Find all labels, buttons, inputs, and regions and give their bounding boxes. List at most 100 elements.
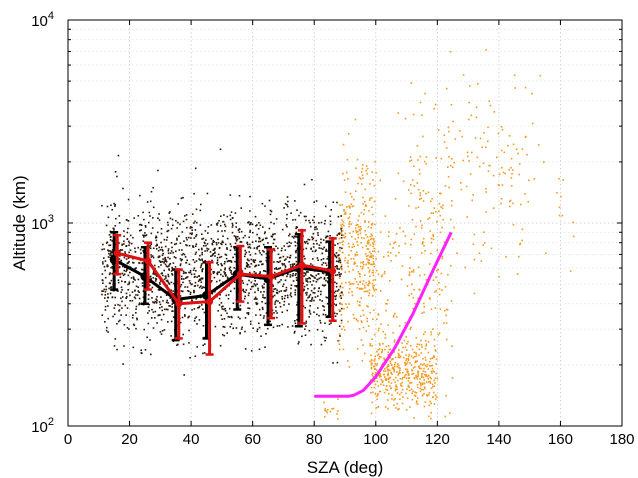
scatter-point — [352, 269, 354, 271]
scatter-point — [230, 211, 233, 213]
scatter-point — [151, 317, 153, 319]
scatter-point — [148, 284, 151, 286]
scatter-point — [357, 224, 359, 226]
scatter-point — [273, 261, 275, 263]
scatter-point — [381, 274, 383, 277]
scatter-point — [216, 224, 218, 226]
scatter-point — [373, 309, 375, 311]
scatter-point — [273, 222, 275, 225]
scatter-point — [188, 263, 191, 266]
scatter-point — [363, 290, 366, 293]
scatter-point — [198, 306, 200, 309]
scatter-point — [173, 282, 175, 285]
scatter-point — [137, 246, 139, 249]
scatter-point — [363, 237, 365, 240]
scatter-point — [347, 242, 350, 245]
scatter-point — [353, 261, 356, 264]
scatter-point — [374, 362, 376, 365]
scatter-point — [255, 272, 257, 274]
scatter-point — [128, 260, 130, 263]
scatter-point — [148, 211, 151, 214]
scatter-point — [258, 326, 261, 329]
scatter-point — [152, 186, 154, 189]
scatter-point — [263, 290, 265, 293]
scatter-point — [338, 277, 341, 279]
scatter-point — [193, 237, 196, 239]
scatter-point — [402, 346, 404, 349]
scatter-point — [249, 210, 251, 212]
scatter-point — [118, 266, 121, 268]
scatter-point — [471, 151, 473, 154]
scatter-point — [428, 392, 431, 394]
scatter-point — [230, 271, 232, 274]
scatter-point — [279, 260, 281, 263]
scatter-point — [361, 167, 364, 170]
scatter-point — [220, 314, 223, 317]
scatter-point — [473, 233, 476, 236]
scatter-point — [275, 218, 278, 220]
scatter-point — [162, 258, 164, 260]
scatter-point — [362, 344, 364, 346]
scatter-point — [337, 260, 340, 263]
scatter-point — [338, 257, 340, 260]
scatter-point — [443, 322, 445, 324]
scatter-point — [362, 309, 364, 312]
scatter-point — [308, 295, 311, 297]
scatter-point — [126, 327, 129, 329]
scatter-point — [235, 235, 237, 238]
scatter-point — [441, 226, 443, 229]
scatter-point — [229, 243, 232, 245]
scatter-point — [375, 364, 378, 367]
scatter-point — [162, 300, 164, 302]
scatter-point — [424, 401, 427, 403]
scatter-point — [173, 256, 176, 258]
scatter-point — [373, 241, 376, 243]
x-tick-label: 60 — [244, 431, 261, 448]
scatter-point — [275, 306, 277, 308]
scatter-point — [272, 295, 274, 298]
scatter-point — [107, 216, 110, 219]
scatter-point — [296, 319, 298, 321]
scatter-point — [199, 209, 202, 212]
scatter-point — [365, 255, 368, 257]
scatter-point — [417, 373, 419, 375]
scatter-point — [275, 245, 277, 248]
scatter-point — [275, 310, 277, 312]
scatter-point — [380, 356, 382, 358]
scatter-point — [371, 271, 374, 274]
scatter-point — [370, 386, 373, 389]
scatter-point — [424, 348, 427, 350]
scatter-point — [339, 204, 341, 206]
scatter-point — [303, 272, 305, 274]
scatter-point — [355, 190, 357, 192]
scatter-point — [305, 215, 307, 218]
scatter-point — [420, 388, 423, 391]
scatter-point — [241, 280, 244, 282]
scatter-point — [294, 293, 297, 296]
scatter-point — [228, 316, 231, 318]
scatter-point — [259, 271, 261, 273]
scatter-point — [123, 273, 126, 275]
scatter-point — [141, 268, 144, 271]
scatter-point — [422, 190, 425, 192]
scatter-point — [505, 256, 507, 258]
scatter-point — [420, 383, 422, 386]
scatter-point — [311, 264, 314, 267]
scatter-point — [189, 227, 192, 229]
scatter-point — [318, 277, 321, 280]
scatter-point — [249, 254, 252, 256]
scatter-point — [153, 273, 156, 275]
scatter-point — [157, 266, 160, 268]
scatter-point — [165, 277, 167, 279]
scatter-point — [128, 244, 130, 247]
scatter-point — [142, 234, 144, 237]
scatter-point — [160, 228, 163, 230]
scatter-point — [309, 277, 311, 280]
scatter-point — [338, 339, 340, 342]
scatter-point — [424, 371, 427, 373]
scatter-point — [201, 258, 203, 260]
scatter-point — [183, 374, 185, 376]
scatter-point — [350, 223, 353, 225]
scatter-point — [111, 251, 113, 254]
scatter-point — [473, 292, 476, 295]
